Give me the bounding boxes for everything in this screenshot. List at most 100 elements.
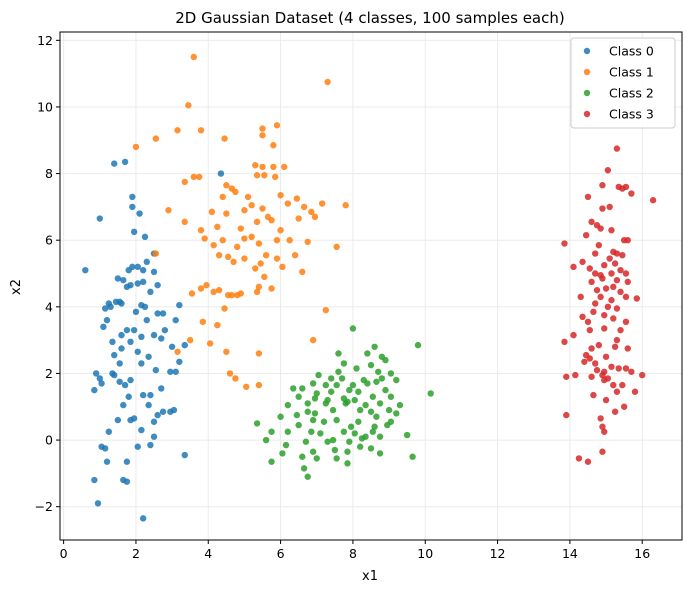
scatter-point <box>338 375 346 382</box>
scatter-point <box>309 336 317 344</box>
x-tick-label: 6 <box>277 546 285 561</box>
scatter-point <box>317 430 324 437</box>
scatter-point <box>143 258 150 266</box>
series-class-1 <box>132 53 349 390</box>
scatter-point <box>378 375 386 382</box>
scatter-point <box>393 376 400 384</box>
scatter-point <box>132 308 140 316</box>
scatter-point <box>91 386 98 394</box>
scatter-point <box>619 185 626 192</box>
scatter-point <box>595 341 603 349</box>
x-tick-label: 2 <box>132 546 140 561</box>
scatter-point <box>295 215 302 222</box>
scatter-point <box>270 142 277 149</box>
scatter-point <box>103 458 111 465</box>
scatter-point <box>639 371 646 379</box>
scatter-point <box>622 293 630 301</box>
scatter-point <box>174 127 181 134</box>
scatter-point <box>599 448 606 455</box>
scatter-point <box>346 438 353 445</box>
scatter-point <box>255 381 263 389</box>
scatter-point <box>313 390 320 397</box>
scatter-point <box>624 237 631 244</box>
scatter-point <box>367 408 375 415</box>
scatter-point <box>230 258 237 266</box>
scatter-point <box>349 381 357 389</box>
scatter-point <box>371 343 378 350</box>
scatter-point <box>284 401 292 409</box>
scatter-point <box>150 331 158 339</box>
scatter-point <box>127 281 134 289</box>
scatter-point <box>313 455 320 462</box>
scatter-point <box>409 453 416 460</box>
scatter-point <box>586 265 593 272</box>
scatter-point <box>141 233 149 241</box>
scatter-point <box>561 240 568 247</box>
scatter-point <box>293 411 301 419</box>
scatter-point <box>190 173 197 181</box>
scatter-point <box>127 376 134 384</box>
scatter-point <box>197 285 205 292</box>
scatter-point <box>150 268 158 276</box>
scatter-point <box>601 311 608 319</box>
scatter-point <box>304 400 311 407</box>
scatter-point <box>593 366 601 374</box>
scatter-point <box>403 431 411 439</box>
scatter-point <box>608 363 615 370</box>
scatter-point <box>375 368 382 375</box>
scatter-point <box>190 53 197 61</box>
scatter-point <box>599 275 606 282</box>
scatter-point <box>132 143 140 151</box>
y-tick-label: 12 <box>37 33 53 48</box>
scatter-point <box>121 381 129 389</box>
scatter-point <box>248 233 255 241</box>
scatter-point <box>152 135 160 142</box>
scatter-point <box>181 218 188 226</box>
scatter-point <box>130 326 138 334</box>
scatter-point <box>268 428 275 435</box>
scatter-point <box>253 420 261 427</box>
scatter-point <box>356 443 364 450</box>
scatter-point <box>308 208 315 216</box>
scatter-point <box>255 350 263 357</box>
scatter-point <box>176 358 183 365</box>
scatter-point <box>138 360 145 367</box>
scatter-point <box>123 478 131 485</box>
chart-title: 2D Gaussian Dataset (4 classes, 100 samp… <box>175 9 564 27</box>
scatter-point <box>261 172 268 179</box>
x-tick-label: 8 <box>349 546 357 561</box>
scatter-point <box>592 300 599 307</box>
scatter-point <box>255 283 263 291</box>
y-tick-label: −2 <box>35 499 53 514</box>
scatter-point <box>167 368 174 375</box>
scatter-point <box>248 202 255 209</box>
scatter-point <box>143 316 150 324</box>
scatter-point <box>219 193 226 201</box>
scatter-point <box>203 281 210 289</box>
scatter-point <box>572 371 579 379</box>
scatter-point <box>373 378 380 385</box>
scatter-point <box>290 385 297 392</box>
scatter-point <box>127 416 134 424</box>
scatter-point <box>613 388 621 395</box>
scatter-point <box>599 371 606 379</box>
scatter-point <box>335 350 342 357</box>
scatter-point <box>613 305 621 312</box>
scatter-point <box>311 213 319 221</box>
scatter-point <box>309 448 317 455</box>
scatter-point <box>584 193 592 201</box>
scatter-point <box>322 381 329 389</box>
scatter-point <box>172 368 179 375</box>
scatter-point <box>318 200 326 207</box>
scatter-point <box>208 208 216 216</box>
scatter-point <box>134 280 141 287</box>
scatter-point <box>340 428 348 435</box>
scatter-point <box>102 305 109 312</box>
scatter-point <box>120 401 127 409</box>
scatter-point <box>129 203 136 211</box>
scatter-point <box>579 313 586 321</box>
scatter-point <box>125 393 132 400</box>
scatter-point <box>586 355 593 362</box>
scatter-point <box>601 325 608 332</box>
scatter-point <box>98 380 105 387</box>
